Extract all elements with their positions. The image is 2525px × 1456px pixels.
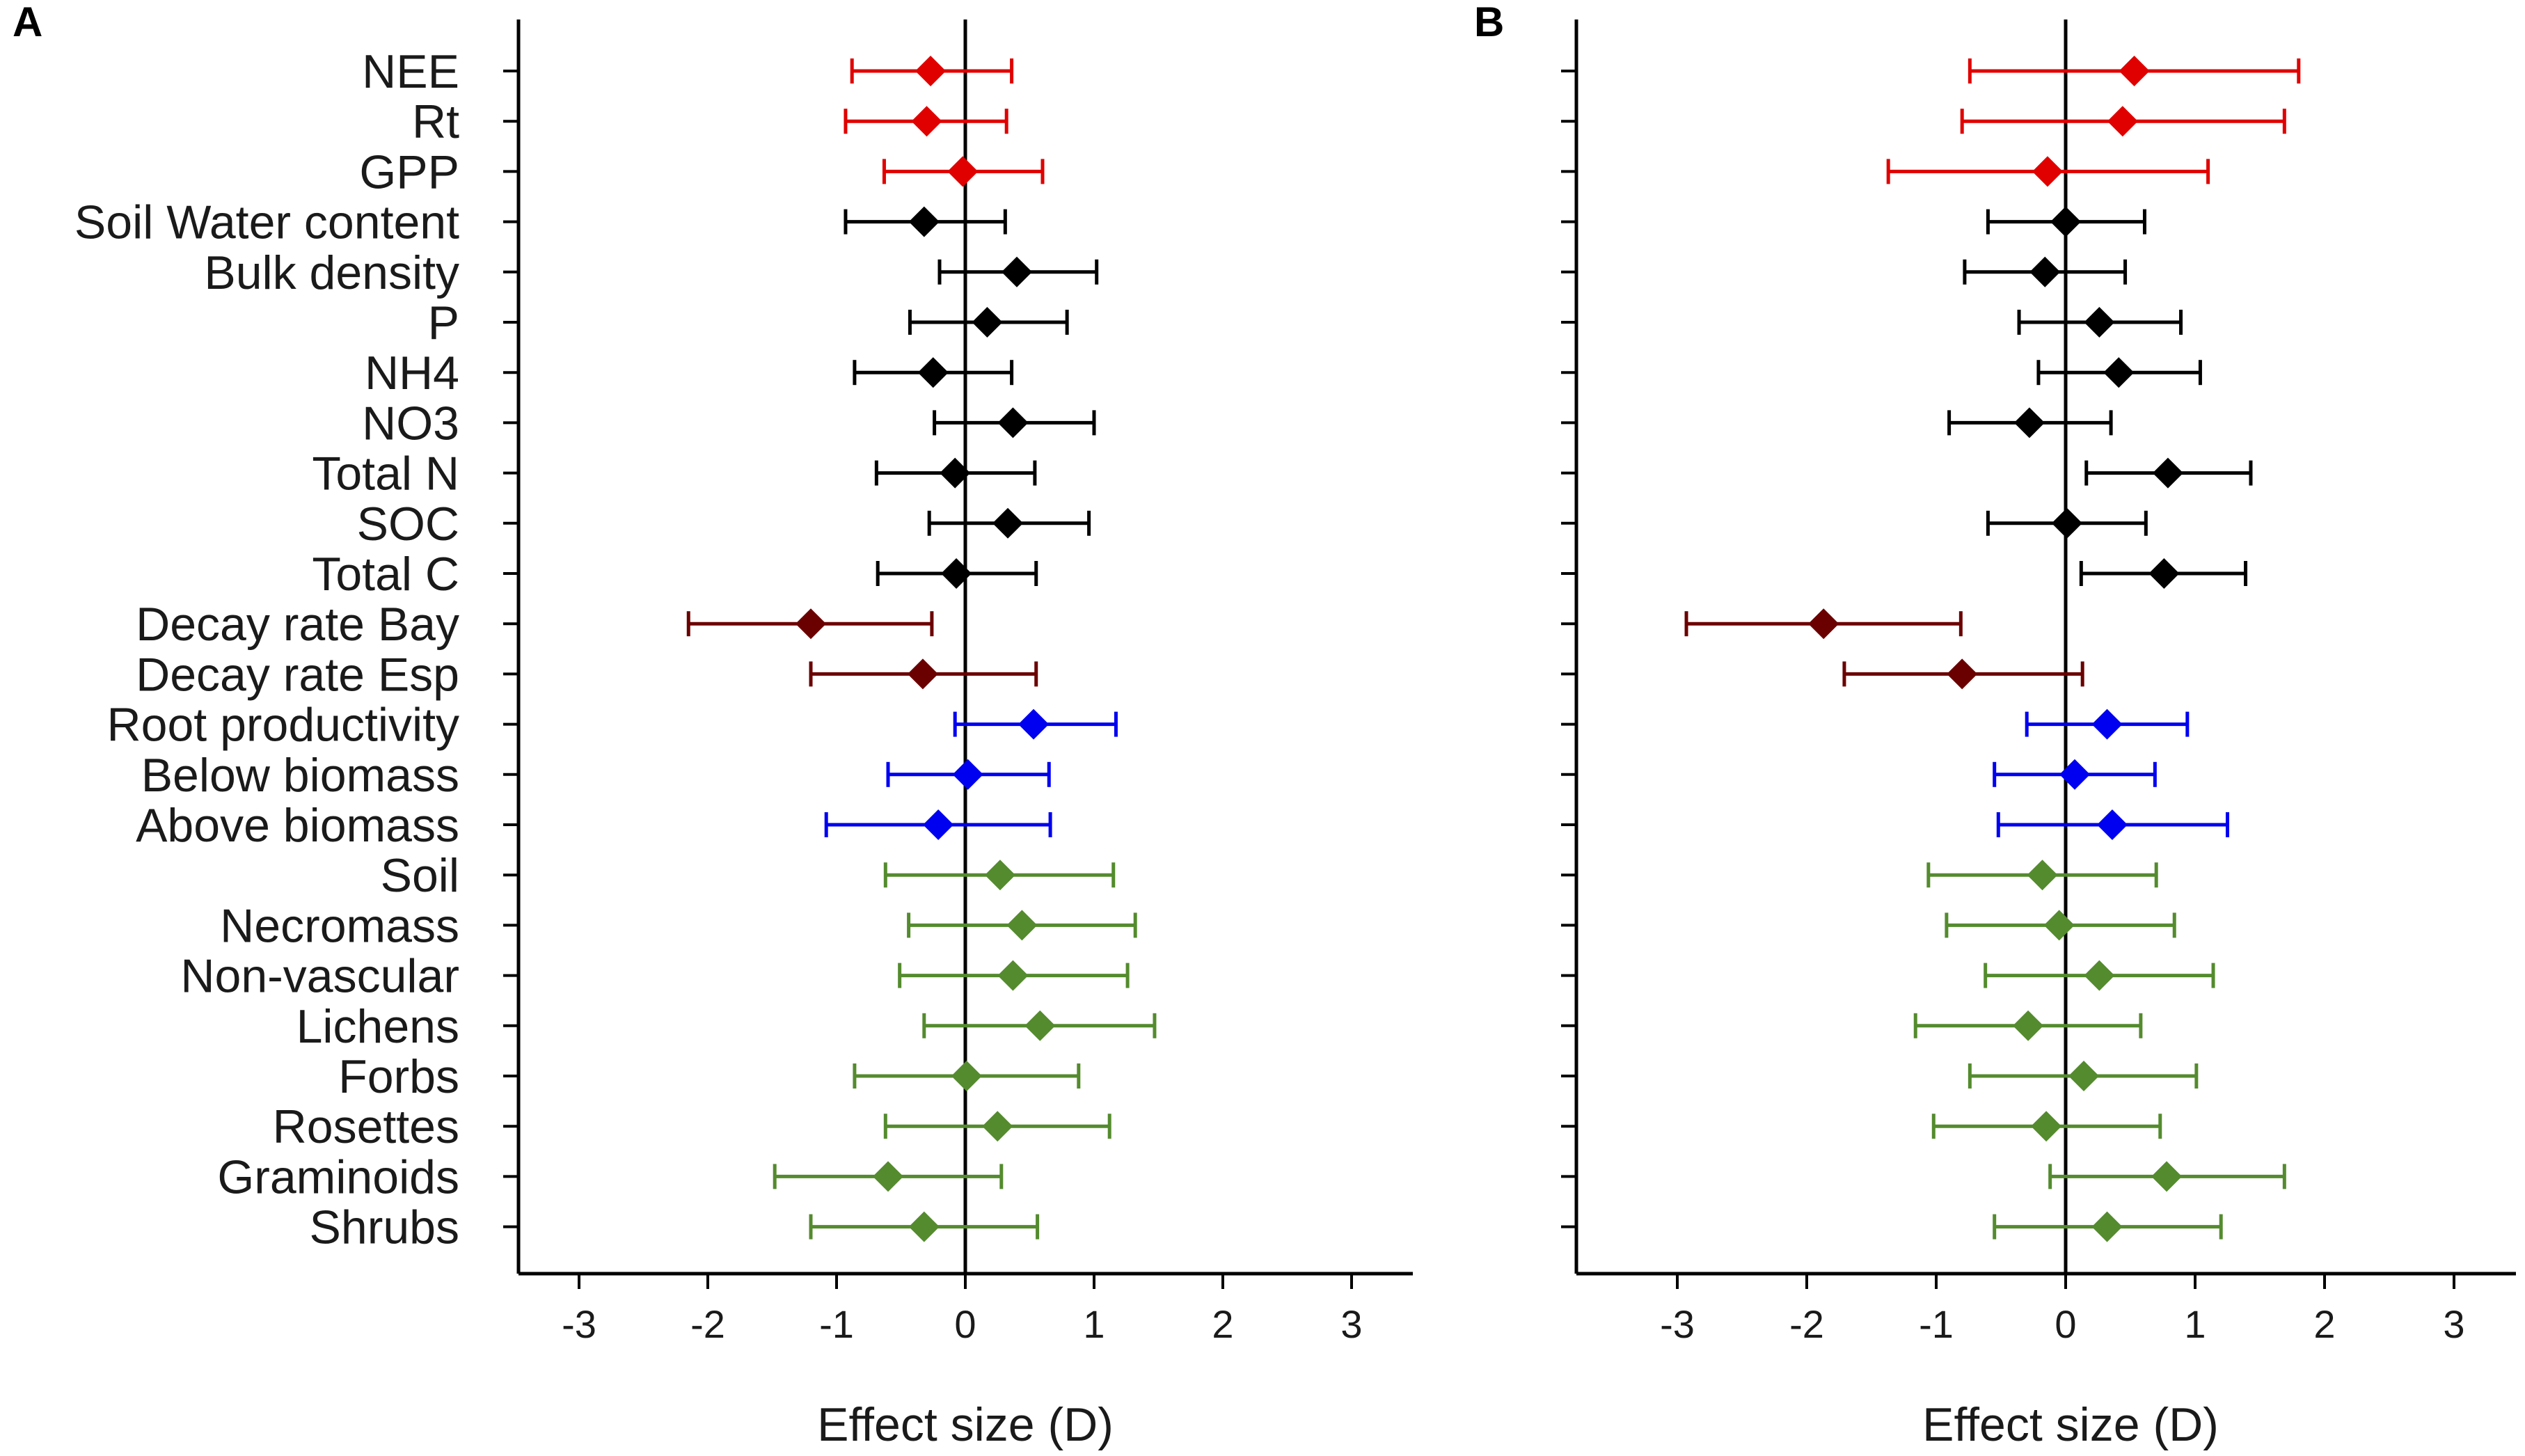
panel-a-category-label: Rt <box>412 95 459 148</box>
panel-a-estimate-point <box>997 407 1029 438</box>
panel-b-estimate-point <box>1808 608 1839 640</box>
panel-b-x-tick-label: 1 <box>2184 1302 2206 1346</box>
panel-b-estimate-point <box>2091 709 2123 740</box>
panel-b-x-tick-label: -1 <box>1919 1302 1954 1346</box>
panel-b-estimate-point <box>2152 457 2183 489</box>
panel-a-category-label: Soil Water content <box>74 196 459 249</box>
panel-b-estimate-point <box>2013 1010 2044 1041</box>
panel-a-x-axis-title: Effect size (D) <box>817 1398 1114 1451</box>
panel-b-estimate-point <box>2013 407 2045 438</box>
panel-a-x-tick-label: 3 <box>1340 1302 1362 1346</box>
panel-a-category-label: Rosettes <box>273 1100 459 1153</box>
panel-a-category-label: NEE <box>362 45 459 98</box>
panel-a-estimate-point <box>915 56 947 86</box>
panel-b-x-tick-label: 0 <box>2055 1302 2076 1346</box>
panel-a-estimate-point <box>982 1111 1013 1142</box>
panel-a-category-label: Graminoids <box>217 1150 459 1203</box>
panel-b-estimate-point <box>2119 56 2150 86</box>
panel-a-category-label: Above biomass <box>136 799 459 852</box>
panel-b-x-tick-label: -3 <box>1660 1302 1695 1346</box>
panel-a-category-label: P <box>428 296 459 349</box>
panel-b-estimate-point <box>2084 960 2115 991</box>
panel-b-ticks: -3 -2 -1 0 1 2 3 <box>1561 70 2465 1346</box>
panel-a-category-label: NH4 <box>365 347 459 399</box>
panel-b-estimate-point <box>2059 759 2091 790</box>
panel-a-category-label: Necromass <box>220 899 459 952</box>
panel-a-category-label: GPP <box>359 145 459 198</box>
panel-a-estimate-point <box>952 759 983 790</box>
panel-a-estimate-point <box>1024 1010 1056 1041</box>
panel-a-estimate-point <box>908 206 940 237</box>
panel-a-estimate-point <box>1002 256 1032 287</box>
panel-a-estimate-point <box>907 658 938 690</box>
panel-a-category-label: Non-vascular <box>180 950 459 1003</box>
panel-a-letter: A <box>13 0 42 45</box>
panel-a-category-label: Total N <box>312 448 459 500</box>
panel-a-estimate-point <box>992 507 1024 539</box>
panel-a-category-label: Soil <box>381 849 459 902</box>
panel-a-x-tick-label: 0 <box>954 1302 976 1346</box>
panel-b-estimate-point <box>2107 106 2138 137</box>
panel-b-x-tick-label: -2 <box>1789 1302 1824 1346</box>
panel-b-estimate-point <box>2068 1061 2100 1091</box>
panel-a-estimate-point <box>923 809 954 840</box>
panel-a-category-label: Forbs <box>338 1050 459 1103</box>
panel-a-estimate-point <box>917 357 949 388</box>
panel-a-x-tick-label: -1 <box>819 1302 854 1346</box>
panel-b-estimate-point <box>2084 307 2115 338</box>
panel-b-estimate-point <box>2096 809 2128 840</box>
panel-a-estimate-point <box>908 1211 940 1242</box>
panel-b-estimate-point <box>1947 658 1978 690</box>
panel-b-estimate-point <box>2151 1161 2183 1192</box>
panel-a-category-label: Shrubs <box>310 1201 459 1254</box>
panel-a-estimate-point <box>972 307 1003 338</box>
panel-a-marks <box>686 19 1157 1274</box>
panel-a-category-label: SOC <box>357 498 459 551</box>
panel-a-estimate-point <box>796 608 826 640</box>
panel-a-estimate-point <box>984 860 1015 891</box>
panel-a-x-tick-label: 1 <box>1083 1302 1105 1346</box>
panel-b-estimate-point <box>2029 256 2061 287</box>
panel-a-estimate-point <box>940 457 971 489</box>
panel-b-x-tick-label: 2 <box>2313 1302 2335 1346</box>
panel-a-estimate-point <box>951 1061 982 1091</box>
panel-a-ticks: -3 -2 -1 0 1 2 3 <box>503 70 1363 1346</box>
panel-a-estimate-point <box>1006 910 1038 941</box>
panel-a-x-tick-label: -2 <box>690 1302 725 1346</box>
panel-a-x-tick-label: 2 <box>1212 1302 1233 1346</box>
panel-a-category-label: NO3 <box>362 397 459 450</box>
panel-b-estimate-point <box>2031 1111 2062 1142</box>
panel-a-category-label: Root productivity <box>107 699 459 752</box>
panel-a-estimate-point <box>941 558 972 589</box>
panel-b-estimate-point <box>2043 910 2075 941</box>
panel-b-estimate-point <box>2051 507 2082 539</box>
panel-b-estimate-point <box>2103 357 2135 388</box>
panel-a-estimate-point <box>947 156 979 187</box>
panel-b-letter: B <box>1474 0 1504 45</box>
panel-b-estimate-point <box>2091 1211 2123 1242</box>
panel-a-estimate-point <box>997 960 1029 991</box>
panel-a-x-tick-label: -3 <box>562 1302 596 1346</box>
panel-a-category-label: Total C <box>312 548 459 601</box>
panel-a-estimate-point <box>911 106 942 137</box>
panel-b: -3 -2 -1 0 1 2 3 B Effect size (D) <box>1474 0 2516 1451</box>
panel-a-category-label: Decay rate Esp <box>136 648 459 701</box>
panel-b-x-axis-title: Effect size (D) <box>1922 1398 2219 1451</box>
panel-b-estimate-point <box>2027 860 2058 891</box>
panel-b-estimate-point <box>2050 206 2081 237</box>
panel-a-category-label: Decay rate Bay <box>136 598 459 651</box>
panel-b-x-tick-label: 3 <box>2443 1302 2464 1346</box>
panel-a-category-label: Below biomass <box>141 749 459 802</box>
panel-a-category-label: Bulk density <box>204 246 459 299</box>
panel-b-estimate-point <box>2032 156 2063 187</box>
panel-a-estimate-point <box>1018 709 1050 740</box>
panel-b-marks <box>1684 19 2301 1274</box>
panel-b-estimate-point <box>2148 558 2180 589</box>
panel-a-category-label: Lichens <box>296 1000 459 1053</box>
panel-a-estimate-point <box>873 1161 903 1192</box>
